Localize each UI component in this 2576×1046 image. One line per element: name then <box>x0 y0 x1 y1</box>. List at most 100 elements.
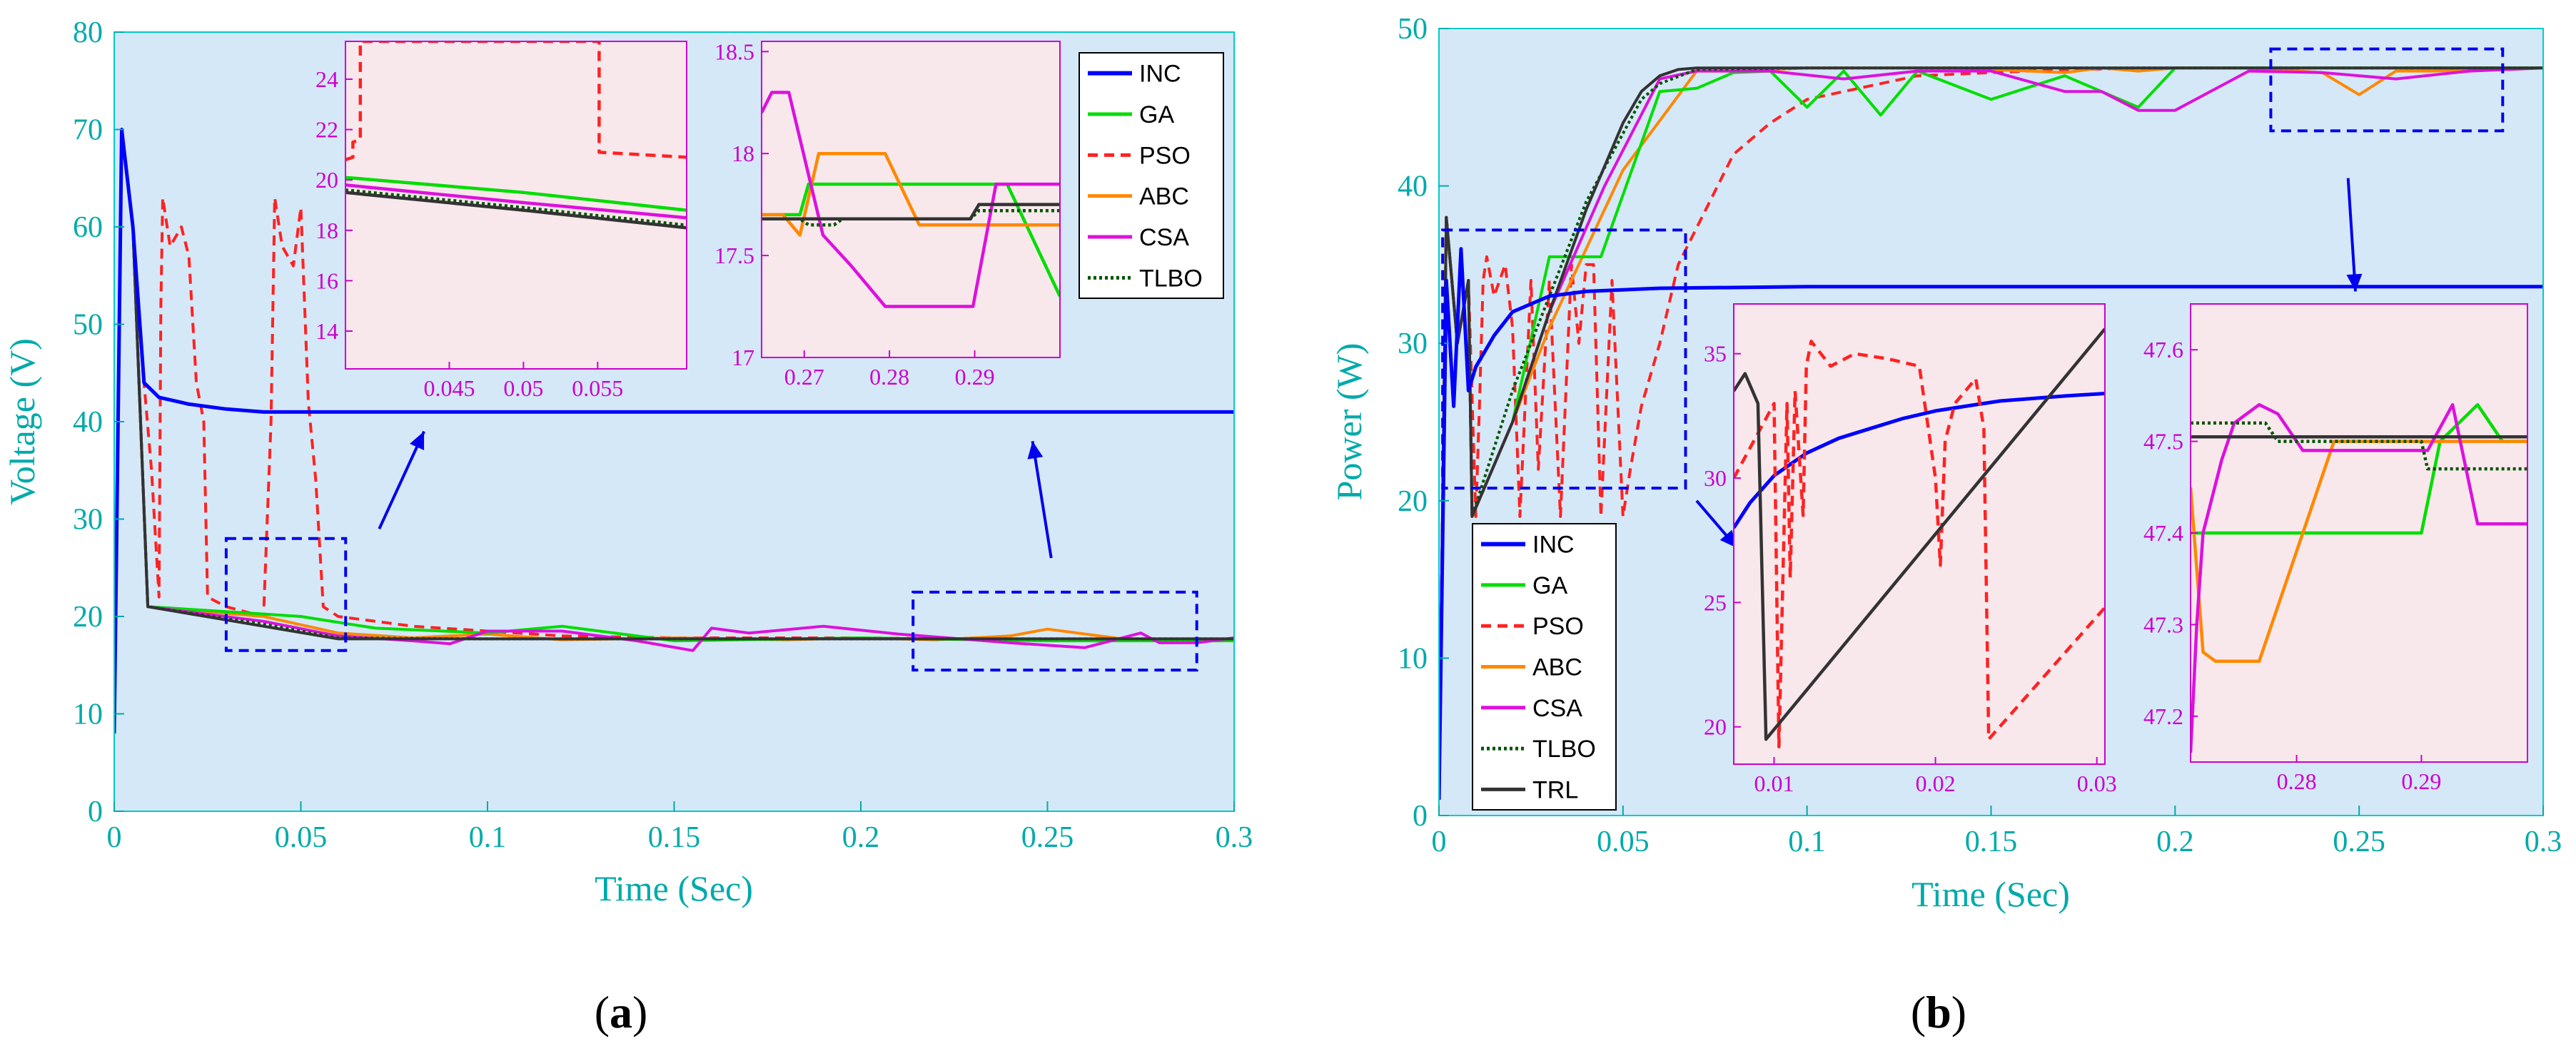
panel-a-inset-series <box>345 41 687 230</box>
panel-b-inset-area <box>1734 304 2105 764</box>
panel-a-legend-label-csa: CSA <box>1139 224 1189 251</box>
panel-a-xtick-label: 0.25 <box>1021 821 1074 854</box>
panel-b-inset-ytick-label: 47.3 <box>2143 611 2183 637</box>
panel-a-ytick-label: 30 <box>73 504 103 537</box>
panel-b-inset-ytick-label: 47.2 <box>2143 704 2183 729</box>
panel-a-inset-xtick-label: 0.29 <box>955 364 995 390</box>
panel-b-xtick-label: 0 <box>1432 826 1447 858</box>
panel-b-zoom-box <box>1441 228 1687 490</box>
panel-a-inset-ytick-label: 18 <box>315 218 338 243</box>
panel-b-inset-xtick-label: 0.29 <box>2401 768 2441 794</box>
panel-a-inset-ga-line <box>345 176 687 212</box>
panel-a-xtick-label: 0.15 <box>648 821 701 854</box>
panel-a-inset-xtick-label: 0.045 <box>423 375 475 401</box>
panel-a-inset-1: 0.045 0.05 0.055 14 16 18 20 22 24 <box>315 41 687 401</box>
panel-a-arrow <box>378 430 425 529</box>
panel-a-inset-ytick-label: 24 <box>315 66 338 92</box>
panel-a-legend: INC GA PSO ABC CSA TLBO <box>1079 52 1224 299</box>
panel-a-inset-frame <box>761 41 1061 358</box>
panel-a-inset-2: 0.27 0.28 0.29 17 17.5 18 18.5 <box>714 39 1061 390</box>
panel-a-ytick-label: 0 <box>88 796 103 828</box>
panel-a-legend-label-abc: ABC <box>1139 183 1189 210</box>
panel-b-xtick-label: 0.15 <box>1965 826 2018 858</box>
panel-label-part: a <box>610 987 632 1037</box>
panel-a-xlabel: Time (Sec) <box>595 868 753 908</box>
panel-b-inset-series <box>2191 402 2527 753</box>
panel-a-inset-xtick-label: 0.055 <box>572 375 623 401</box>
panel-b-inset-xtick-label: 0.02 <box>1916 771 1956 796</box>
panel-b-inset-ytick-label: 47.4 <box>2143 520 2183 546</box>
panel-b-ytick-label: 40 <box>1398 171 1428 203</box>
panel-b-inset-1: 0.01 0.02 0.03 20 25 30 35 <box>1704 303 2117 796</box>
panel-b-zoom-box <box>2269 47 2505 133</box>
panel-b-xtick-label: 0.2 <box>2156 826 2194 858</box>
panel-a-ytick-label: 10 <box>73 699 103 731</box>
panel-b-legend-label-inc: INC <box>1532 532 1575 559</box>
panel-b-inset-series <box>1734 327 2105 748</box>
panel-a-ytick-label: 80 <box>73 16 103 49</box>
panel-a-inset-ytick-label: 16 <box>315 268 338 293</box>
panel-a-inset-ytick-label: 14 <box>315 318 338 344</box>
panel-a-xtick-label: 0 <box>107 821 122 854</box>
panel-a-inset-ytick-label: 22 <box>315 117 338 143</box>
panel-b-inset-ytick-label: 47.5 <box>2143 429 2183 455</box>
panel-label-part: ) <box>1951 987 1966 1037</box>
panel-b-inset-2: 0.28 0.29 47.2 47.3 47.4 47.5 47.6 <box>2143 303 2528 794</box>
panel-b-inset-xtick-label: 0.03 <box>2077 771 2117 796</box>
panel-b-arrow <box>2346 178 2358 292</box>
panel-label-part: ( <box>595 987 610 1037</box>
panel-b-ylabel: Power (W) <box>1329 343 1369 501</box>
panel-a-inset-ytick-label: 17 <box>732 345 754 370</box>
panel-a-inset-area <box>762 41 1060 357</box>
panel-b-ytick-label: 20 <box>1398 485 1428 518</box>
panel-b-inset-trl-line <box>1734 327 2105 741</box>
panel-b-inset-frame <box>1733 303 2106 765</box>
panel-a-inset-xtick-label: 0.27 <box>784 364 824 390</box>
panel-b-inset-pso-line <box>1734 340 2105 748</box>
panel-a-inset-ytick-label: 17.5 <box>714 243 754 268</box>
panel-a-inset-trl-line <box>762 203 1060 220</box>
panel-a-xtick-label: 0.2 <box>842 821 880 854</box>
panel-a-xtick-label: 0.1 <box>469 821 507 854</box>
panel-b-ytick-label: 0 <box>1413 800 1428 833</box>
panel-a-inset-ytick-label: 20 <box>315 167 338 193</box>
panel-b-xlabel: Time (Sec) <box>1911 874 2070 914</box>
panel-a-ytick-label: 50 <box>73 309 103 342</box>
panel-a-legend-box <box>1079 52 1224 299</box>
panel-b-legend: INC GA PSO ABC CSA TLBO TRL <box>1472 523 1617 811</box>
panel-a-inset-xtick-label: 0.05 <box>503 375 543 401</box>
panel-a-inset-ytick-label: 18.5 <box>714 39 754 64</box>
panel-b-xtick-label: 0.25 <box>2333 826 2385 858</box>
panel-b-inset-ytick-label: 20 <box>1704 714 1727 740</box>
panel-label-part: ( <box>1911 987 1926 1037</box>
panel-a-csa-line <box>114 128 1234 733</box>
panel-a-ytick-label: 20 <box>73 601 103 634</box>
panel-a-ytick-label: 40 <box>73 406 103 439</box>
panel-b-inset-ytick-label: 35 <box>1704 341 1727 367</box>
panel-b-inset-ytick-label: 47.6 <box>2143 337 2183 362</box>
panel-b-panel-label: (b) <box>1911 987 1966 1037</box>
panel-a-arrow-head <box>410 431 425 451</box>
panel-a-panel-label: (a) <box>595 987 648 1037</box>
panel-a-legend-label-tlbo: TLBO <box>1139 265 1203 292</box>
panel-a-inset-csa-line <box>345 183 687 220</box>
panel-b-xtick-label: 0.1 <box>1788 826 1826 858</box>
panel-b-inset-csa-line <box>2191 402 2527 753</box>
panel-a-inset-tlbo-line <box>345 188 687 227</box>
panel-b-xtick-label: 0.05 <box>1597 826 1650 858</box>
panel-a-pso-line <box>114 128 1234 733</box>
panel-a-legend-label-inc: INC <box>1139 61 1181 88</box>
panel-a-ytick-label: 60 <box>73 211 103 244</box>
panel-a-ytick-label: 70 <box>73 114 103 147</box>
panel-a-xtick-label: 0.3 <box>1216 821 1253 854</box>
panel-a-series <box>114 128 1234 733</box>
panel-b-arrow-head <box>1719 529 1737 548</box>
panel-b-inc-line <box>1439 247 2543 800</box>
panel-b-legend-label-abc: ABC <box>1532 654 1582 681</box>
panel-b-legend-label-trl: TRL <box>1532 776 1578 803</box>
panel-b-ytick-label: 10 <box>1398 642 1428 675</box>
panel-b-legend-label-tlbo: TLBO <box>1532 736 1596 763</box>
panel-a-ylabel: Voltage (V) <box>2 338 42 505</box>
panel-a-inset-ytick-label: 18 <box>732 141 754 166</box>
